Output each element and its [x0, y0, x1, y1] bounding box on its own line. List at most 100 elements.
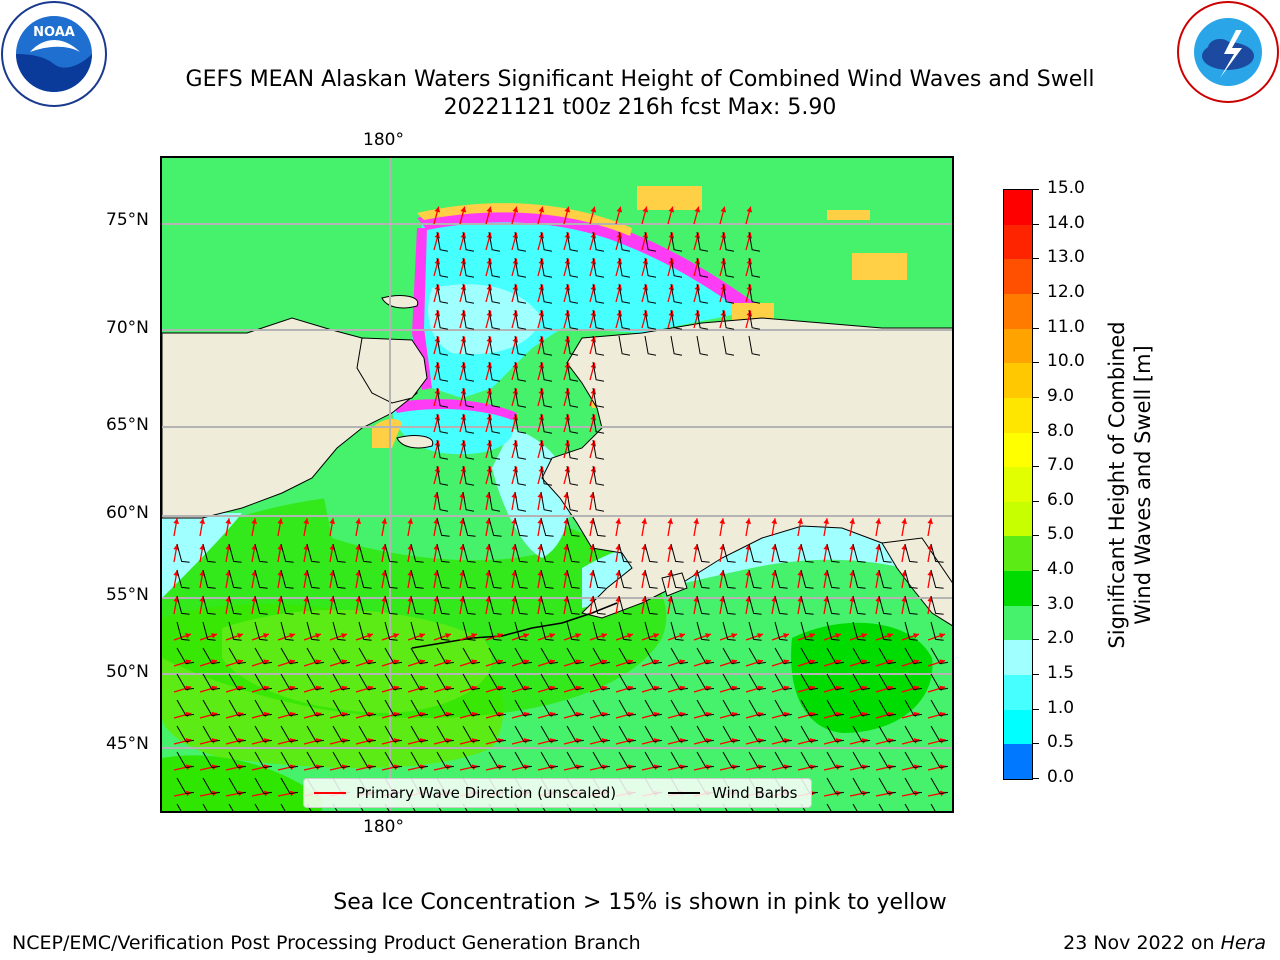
wave-arrowhead	[901, 544, 908, 550]
lat-label-45n: 45°N	[106, 734, 149, 754]
wind-barb	[306, 673, 324, 691]
wind-barb	[618, 283, 631, 304]
wind-barbs	[176, 231, 948, 811]
wind-barb	[774, 725, 792, 743]
wave-arrowhead	[797, 596, 804, 602]
chart-subtitle: 20221121 t00z 216h fcst Max: 5.90	[443, 95, 837, 120]
colorbar-segment	[1004, 397, 1032, 434]
wind-barb	[514, 543, 528, 563]
colorbar-tick-label: 4.0	[1047, 559, 1075, 580]
wind-barb	[306, 595, 320, 615]
wind-barb	[358, 699, 376, 717]
wind-barb	[202, 595, 216, 615]
colorbar-tick-label: 1.0	[1047, 697, 1075, 718]
wind-barb	[436, 491, 449, 512]
wind-barb	[488, 673, 506, 691]
wind-barb	[254, 595, 268, 615]
wave-arrowhead	[433, 596, 440, 602]
nws-logo	[1176, 0, 1280, 104]
wind-barb	[436, 283, 449, 304]
wind-barb	[358, 543, 372, 563]
wind-barb	[592, 699, 610, 717]
wind-barb	[436, 231, 449, 252]
wind-barb	[462, 413, 475, 434]
wind-barb	[930, 647, 948, 665]
wind-barb	[332, 699, 350, 717]
wave-arrowhead	[927, 596, 934, 602]
wind-barb	[540, 283, 553, 304]
legend-wave-swatch	[314, 792, 346, 794]
wind-barb	[826, 725, 844, 743]
wind-barb	[410, 673, 428, 691]
wind-barb	[176, 803, 182, 811]
wave-arrowhead	[589, 596, 596, 602]
wave-arrowhead	[927, 570, 934, 576]
wind-barb	[566, 413, 579, 434]
colorbar-tick-mark	[1033, 639, 1039, 641]
wind-barb	[488, 543, 502, 563]
wave-arrowhead	[849, 518, 856, 524]
wind-barb	[540, 699, 558, 717]
wind-barb	[436, 699, 454, 717]
colorbar-tick-label: 1.5	[1047, 663, 1075, 684]
wind-barb	[540, 491, 553, 512]
wind-barb	[384, 673, 402, 691]
wind-barb	[774, 699, 792, 717]
wind-barb	[618, 803, 624, 811]
wind-barb	[592, 569, 606, 589]
wind-barb	[800, 595, 814, 615]
colorbar-segment	[1004, 675, 1032, 711]
wind-barb	[540, 595, 554, 615]
wind-barb	[696, 283, 709, 304]
colorbar-tick-mark	[1033, 258, 1039, 260]
sea-ice-patch-3	[852, 253, 907, 280]
wind-barb	[514, 751, 532, 769]
wind-barb	[488, 751, 506, 769]
wind-barb	[930, 777, 948, 795]
chart-title: GEFS MEAN Alaskan Waters Significant Hei…	[185, 67, 1095, 92]
colorbar-tick-label: 12.0	[1047, 281, 1085, 302]
wind-barb	[696, 257, 709, 278]
wave-arrowhead	[485, 544, 492, 550]
lat-label-65n: 65°N	[106, 415, 149, 435]
wind-barb	[748, 803, 754, 811]
wind-barb	[670, 257, 683, 278]
wave-arrowhead	[459, 518, 466, 524]
wave-arrowhead	[823, 518, 830, 524]
wind-barb	[228, 725, 246, 743]
colorbar-tick-label: 14.0	[1047, 212, 1085, 233]
wind-barb	[748, 257, 761, 278]
wave-arrowhead	[407, 596, 414, 602]
wind-barb	[618, 621, 632, 641]
wind-barb	[280, 751, 298, 769]
wave-arrowhead	[849, 544, 856, 550]
wind-barb	[800, 803, 806, 811]
wind-barb	[462, 491, 475, 512]
wave-arrowhead	[653, 633, 659, 639]
wind-barb	[462, 803, 468, 811]
wave-arrowhead	[887, 711, 894, 718]
wind-barb	[904, 777, 922, 795]
wind-barb	[514, 491, 527, 512]
wind-barb	[462, 309, 475, 330]
wave-arrowhead	[563, 570, 570, 576]
wind-barb	[618, 335, 631, 356]
sea-ice-arctic-top-yellow	[417, 203, 632, 236]
wave-arrowhead	[355, 518, 362, 524]
wind-barb	[644, 569, 658, 589]
wind-barb	[800, 725, 818, 743]
wave-arrowhead	[225, 596, 232, 602]
wind-barb	[228, 803, 234, 811]
wind-barb	[852, 569, 866, 589]
wind-barb	[228, 621, 242, 641]
wind-barb	[280, 595, 294, 615]
colorbar-tick-mark	[1033, 396, 1039, 398]
colorbar-tick-mark	[1033, 292, 1039, 294]
wave-arrowhead	[355, 570, 362, 576]
wind-barb	[566, 517, 580, 537]
wave-arrowhead	[381, 544, 388, 550]
colorbar-segment	[1004, 363, 1032, 399]
wind-barb	[696, 335, 709, 356]
wind-barb	[514, 517, 528, 537]
wave-arrowhead	[251, 596, 258, 602]
